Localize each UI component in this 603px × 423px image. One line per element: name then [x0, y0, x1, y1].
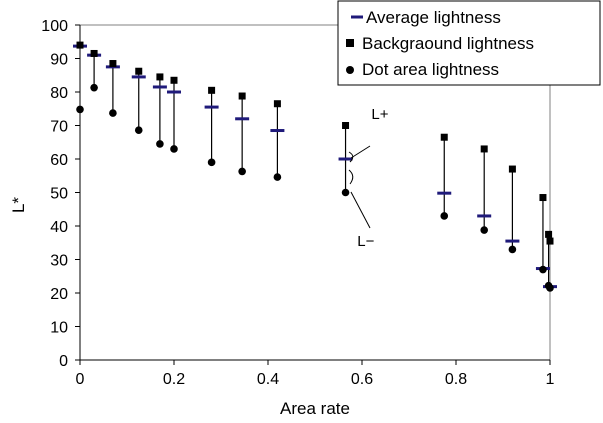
dot-area-lightness-point: [440, 212, 449, 220]
x-tick-label: 1: [546, 371, 555, 388]
y-axis-ticks: 0 10 20 30 40 50 60 70 80 90 100: [41, 18, 80, 370]
background-lightness-point: [342, 122, 350, 129]
dot-area-lightness-point: [134, 126, 143, 134]
x-axis-label: Area rate: [280, 399, 350, 418]
legend-label-background: Backgraound lightness: [362, 34, 534, 53]
y-tick-label: 50: [50, 186, 68, 203]
dot-area-lightness-point: [341, 188, 350, 197]
y-tick-label: 30: [50, 253, 68, 270]
background-lightness-point: [440, 133, 448, 141]
background-lightness-point: [109, 60, 117, 68]
x-tick-label: 0.6: [351, 371, 373, 388]
background-lightness-point: [135, 67, 143, 75]
background-lightness-point: [238, 92, 246, 100]
background-lightness-point: [480, 145, 488, 153]
dot-area-lightness-point: [90, 83, 98, 92]
annotations: L+ L−: [348, 106, 389, 250]
background-lightness-point: [90, 49, 98, 57]
dot-area-lightness-point: [207, 158, 216, 167]
dot-area-lightness-point: [156, 140, 164, 148]
dot-area-lightness-point: [273, 173, 282, 181]
y-tick-label: 20: [50, 286, 68, 303]
background-lightness-point: [539, 194, 547, 202]
legend-square-marker: [346, 39, 354, 47]
legend-label-average: Average lightness: [366, 8, 501, 27]
y-tick-label: 90: [50, 52, 68, 69]
y-tick-label: 100: [41, 18, 68, 35]
background-lightness-point: [156, 73, 164, 81]
y-tick-label: 10: [50, 320, 68, 337]
y-tick-label: 70: [50, 119, 68, 136]
background-lightness-point: [508, 165, 516, 173]
dot-area-lightness-point: [539, 265, 547, 274]
x-axis-ticks: 0 0.2 0.4 0.6 0.8 1: [76, 360, 555, 388]
legend-box: [337, 0, 601, 86]
background-lightness-point: [545, 230, 553, 238]
background-lightness-point: [273, 100, 281, 108]
x-tick-label: 0: [76, 371, 85, 388]
dot-area-lightness-point: [109, 109, 117, 117]
annotation-l-plus: L+: [371, 106, 388, 123]
legend-circle-marker: [346, 66, 354, 74]
background-lightness-point: [546, 237, 554, 245]
y-tick-label: 0: [59, 353, 68, 370]
l-minus-leader: [348, 169, 371, 229]
dot-area-lightness-point: [238, 167, 246, 176]
annotation-l-minus: L−: [357, 233, 374, 250]
x-tick-label: 0.4: [257, 371, 279, 388]
y-tick-label: 80: [50, 85, 68, 102]
background-lightness-point: [208, 86, 216, 94]
legend-label-dot: Dot area lightness: [362, 60, 499, 79]
background-lightness-point: [170, 76, 178, 84]
legend: Average lightness Backgraound lightness …: [337, 0, 601, 86]
l-plus-leader: [348, 145, 371, 163]
dot-area-lightness-point: [546, 284, 554, 292]
y-axis-label: L*: [9, 197, 28, 213]
y-tick-label: 40: [50, 219, 68, 236]
y-tick-label: 60: [50, 152, 68, 169]
dot-area-lightness-point: [508, 245, 517, 254]
x-tick-label: 0.8: [445, 371, 467, 388]
dot-area-lightness-point: [480, 226, 489, 234]
x-tick-label: 0.2: [163, 371, 185, 388]
dot-area-lightness-point: [170, 145, 178, 153]
